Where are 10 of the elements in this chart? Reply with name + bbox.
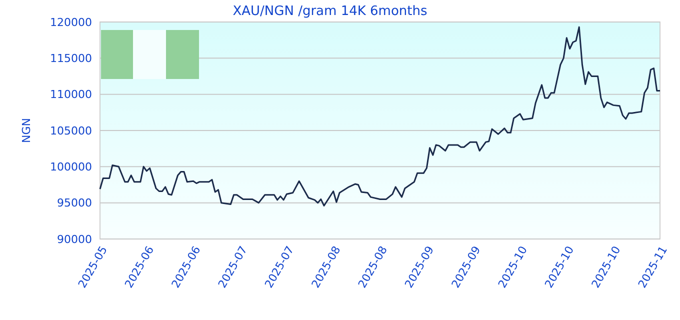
y-axis-title: NGN bbox=[20, 118, 33, 143]
y-tick-label: 95000 bbox=[57, 196, 92, 210]
y-tick-label: 90000 bbox=[57, 232, 92, 246]
y-tick-label: 120000 bbox=[50, 16, 92, 29]
y-tick-label: 100000 bbox=[50, 160, 92, 174]
y-tick-label: 110000 bbox=[50, 88, 92, 102]
y-tick-label: 115000 bbox=[50, 52, 92, 66]
line-series bbox=[99, 26, 661, 206]
chart-title: XAU/NGN /gram 14K 6months bbox=[232, 4, 428, 19]
y-tick-label: 105000 bbox=[50, 124, 92, 138]
